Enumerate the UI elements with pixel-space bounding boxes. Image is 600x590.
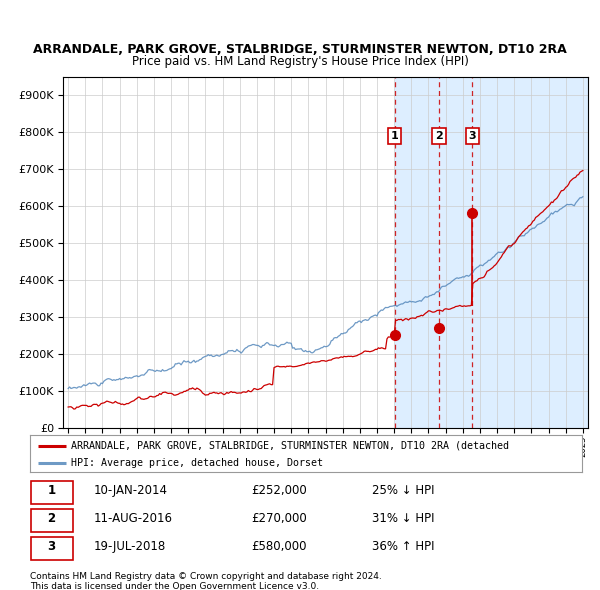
Text: £580,000: £580,000 bbox=[251, 540, 307, 553]
Text: 3: 3 bbox=[47, 540, 56, 553]
FancyBboxPatch shape bbox=[31, 509, 73, 532]
Text: ARRANDALE, PARK GROVE, STALBRIDGE, STURMINSTER NEWTON, DT10 2RA: ARRANDALE, PARK GROVE, STALBRIDGE, STURM… bbox=[33, 43, 567, 56]
Text: 2: 2 bbox=[435, 131, 443, 141]
Text: Price paid vs. HM Land Registry's House Price Index (HPI): Price paid vs. HM Land Registry's House … bbox=[131, 55, 469, 68]
Text: 11-AUG-2016: 11-AUG-2016 bbox=[94, 512, 172, 525]
Text: 25% ↓ HPI: 25% ↓ HPI bbox=[372, 484, 435, 497]
Text: 19-JUL-2018: 19-JUL-2018 bbox=[94, 540, 166, 553]
FancyBboxPatch shape bbox=[31, 481, 73, 504]
Text: 2: 2 bbox=[47, 512, 56, 525]
Text: 31% ↓ HPI: 31% ↓ HPI bbox=[372, 512, 435, 525]
Text: Contains HM Land Registry data © Crown copyright and database right 2024.: Contains HM Land Registry data © Crown c… bbox=[30, 572, 382, 581]
Text: £252,000: £252,000 bbox=[251, 484, 307, 497]
FancyBboxPatch shape bbox=[31, 537, 73, 560]
Bar bbox=[395, 77, 600, 428]
Text: 36% ↑ HPI: 36% ↑ HPI bbox=[372, 540, 435, 553]
Text: ARRANDALE, PARK GROVE, STALBRIDGE, STURMINSTER NEWTON, DT10 2RA (detached: ARRANDALE, PARK GROVE, STALBRIDGE, STURM… bbox=[71, 441, 509, 451]
Text: 1: 1 bbox=[47, 484, 56, 497]
Text: 10-JAN-2014: 10-JAN-2014 bbox=[94, 484, 167, 497]
Text: HPI: Average price, detached house, Dorset: HPI: Average price, detached house, Dors… bbox=[71, 458, 323, 468]
Text: This data is licensed under the Open Government Licence v3.0.: This data is licensed under the Open Gov… bbox=[30, 582, 319, 590]
Text: £270,000: £270,000 bbox=[251, 512, 307, 525]
Text: 3: 3 bbox=[469, 131, 476, 141]
Text: 1: 1 bbox=[391, 131, 398, 141]
